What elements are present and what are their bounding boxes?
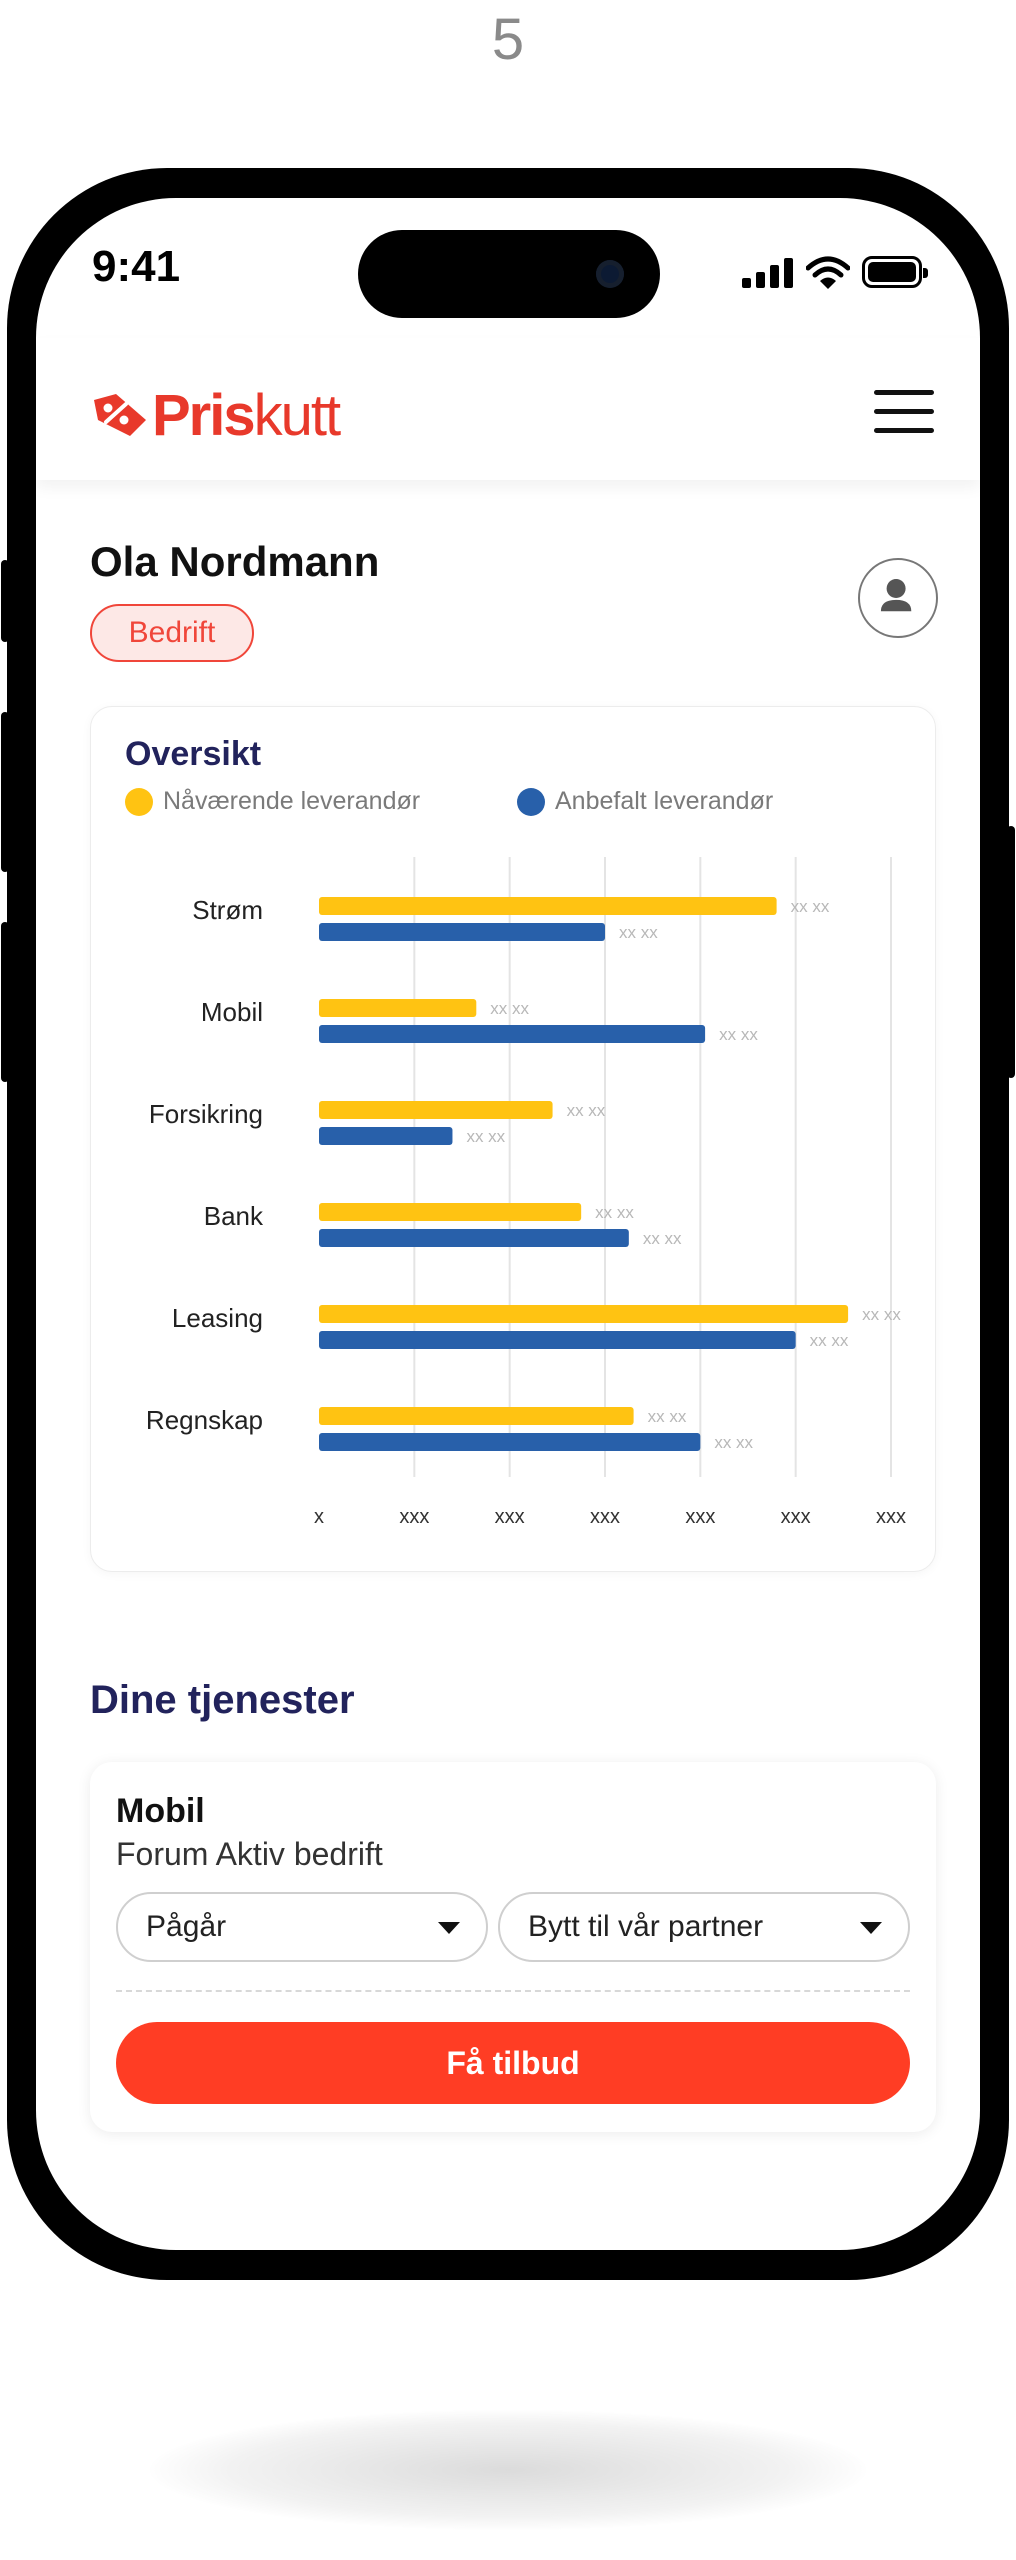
bar	[319, 1229, 629, 1247]
bar-data-label: xx xx	[567, 1101, 606, 1120]
service-card-mobil: Mobil Forum Aktiv bedrift Pågår Bytt til…	[90, 1762, 936, 2132]
x-tick-label: xxx	[876, 1506, 906, 1528]
camera-icon	[596, 260, 624, 288]
status-time: 9:41	[92, 242, 181, 291]
wifi-icon	[806, 256, 850, 289]
overview-title: Oversikt	[125, 735, 262, 773]
x-tick-label: x	[314, 1506, 324, 1528]
bar-data-label: xx xx	[714, 1433, 753, 1452]
services-title: Dine tjenester	[90, 1678, 355, 1722]
bar	[319, 1433, 701, 1451]
legend-dot-recommended	[517, 788, 545, 817]
logo-text: Priskutt	[152, 382, 341, 449]
chevron-down-icon	[860, 1922, 882, 1934]
bar	[319, 923, 605, 941]
bar-data-label: xx xx	[791, 897, 830, 916]
battery-icon	[862, 256, 928, 288]
bar-data-label: xx xx	[595, 1203, 634, 1222]
dynamic-island	[358, 230, 660, 318]
app-header: Priskutt	[36, 338, 980, 480]
category-label: Leasing	[172, 1303, 263, 1333]
get-offer-button[interactable]: Få tilbud	[116, 2022, 910, 2104]
x-tick-label: xxx	[495, 1506, 525, 1528]
price-tag-icon	[94, 394, 146, 436]
logo-text-bold: Pris	[152, 383, 256, 448]
category-label: Forsikring	[149, 1099, 263, 1129]
hamburger-menu-icon[interactable]	[874, 390, 934, 434]
bar	[319, 999, 477, 1017]
service-name: Mobil	[116, 1792, 205, 1830]
volume-down-button	[1, 922, 9, 1082]
status-bar: 9:41	[36, 198, 980, 338]
account-type-badge: Bedrift	[90, 604, 254, 662]
action-select[interactable]: Bytt til vår partner	[498, 1892, 910, 1962]
x-tick-label: xxx	[399, 1506, 429, 1528]
bar-data-label: xx xx	[862, 1305, 901, 1324]
category-label: Regnskap	[146, 1405, 263, 1435]
legend-dot-current	[125, 788, 153, 817]
bar-data-label: xx xx	[466, 1127, 505, 1146]
action-select-value: Bytt til vår partner	[528, 1910, 764, 1943]
legend-item-recommended-provider: Anbefalt leverandør	[517, 787, 774, 817]
user-name: Ola Nordmann	[90, 538, 380, 585]
volume-up-button	[1, 712, 9, 872]
status-select-value: Pågår	[146, 1910, 227, 1943]
logo-text-regular: kutt	[253, 383, 341, 448]
legend-label-recommended: Anbefalt leverandør	[555, 787, 774, 815]
page-number: 5	[491, 7, 525, 72]
phone-floor-shadow	[150, 2410, 866, 2530]
bar-data-label: xx xx	[648, 1407, 687, 1426]
x-tick-label: xxx	[781, 1506, 811, 1528]
bar-data-label: xx xx	[619, 923, 658, 942]
profile-avatar-button[interactable]	[858, 558, 938, 638]
x-tick-label: xxx	[590, 1506, 620, 1528]
user-icon	[880, 579, 912, 612]
status-select[interactable]: Pågår	[116, 1892, 488, 1962]
bar-data-label: xx xx	[810, 1331, 849, 1350]
bar	[319, 1407, 634, 1425]
bar	[319, 1025, 706, 1043]
bar	[319, 1331, 796, 1349]
category-label: Bank	[204, 1201, 264, 1231]
legend-item-current-provider: Nåværende leverandør	[125, 787, 421, 817]
cellular-signal-icon	[742, 258, 794, 288]
bar	[319, 1203, 582, 1221]
power-button	[1007, 826, 1015, 1078]
chevron-down-icon	[438, 1922, 460, 1934]
bar	[319, 1101, 553, 1119]
overview-card: Oversikt Nåværende leverandør Anbefalt l…	[90, 706, 936, 1572]
phone-screen: 9:41 Priskutt	[36, 198, 980, 2250]
bar	[319, 897, 777, 915]
service-provider: Forum Aktiv bedrift	[116, 1836, 383, 1872]
bar	[319, 1127, 453, 1145]
bar	[319, 1305, 849, 1323]
dashed-divider	[116, 1990, 910, 1992]
bar-data-label: xx xx	[643, 1229, 682, 1248]
action-button	[1, 560, 9, 642]
bar-data-label: xx xx	[490, 999, 529, 1018]
legend-label-current: Nåværende leverandør	[163, 787, 421, 815]
bar-data-label: xx xx	[719, 1025, 758, 1044]
category-label: Mobil	[201, 997, 263, 1027]
x-tick-label: xxx	[685, 1506, 715, 1528]
category-label: Strøm	[192, 895, 263, 925]
